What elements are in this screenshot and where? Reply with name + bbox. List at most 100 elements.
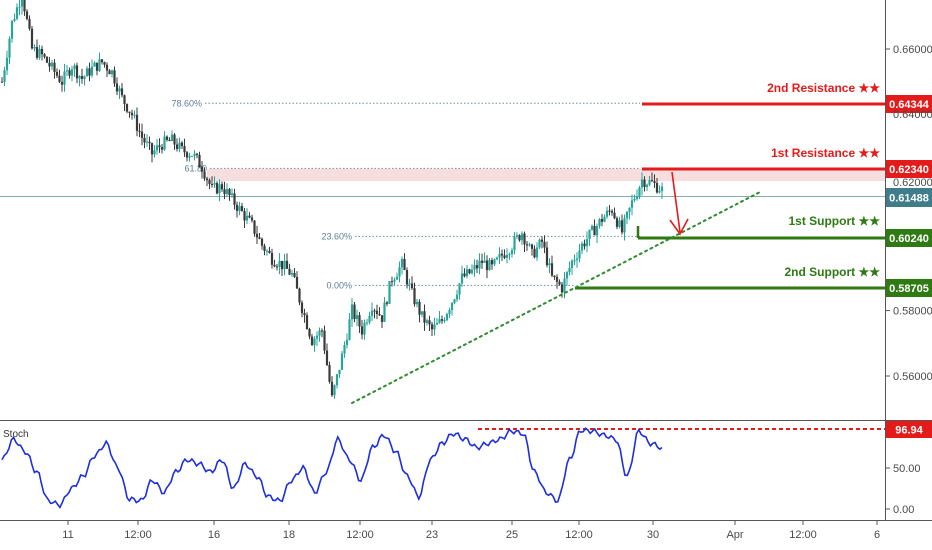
- candle-body: [593, 225, 596, 236]
- candle-body: [643, 179, 646, 188]
- candle-body: [633, 198, 636, 201]
- resistance-price-badge: [886, 160, 932, 178]
- candle-body: [410, 283, 414, 289]
- time-tick-label: 6: [874, 529, 880, 541]
- candle-body: [650, 180, 654, 182]
- candle-body: [190, 155, 194, 157]
- candle-body: [128, 111, 131, 113]
- candle-body: [528, 244, 531, 246]
- candle-body: [498, 253, 501, 258]
- time-tick-label: 30: [647, 529, 659, 541]
- candle-body: [645, 184, 649, 188]
- candle-body: [158, 145, 161, 148]
- candle-body: [120, 88, 124, 96]
- candle-body: [5, 57, 9, 71]
- fibonacci-levels: 78.60% 61.80 23.60% 0.00%: [0, 98, 885, 290]
- candle-body: [480, 260, 484, 263]
- time-tick-label: 11: [62, 529, 73, 541]
- candle-body: [658, 191, 661, 193]
- candle-body: [10, 20, 14, 39]
- candle-body: [245, 215, 249, 221]
- candle-body: [85, 68, 89, 77]
- candle-body: [70, 69, 74, 76]
- candle-body: [253, 220, 256, 234]
- candle-body: [45, 56, 49, 63]
- candle-body: [108, 70, 111, 75]
- candle-body: [518, 235, 521, 241]
- candle-body: [243, 211, 246, 221]
- candle-body: [53, 62, 56, 72]
- candle-body: [100, 59, 104, 63]
- time-tick-label: 12:00: [124, 529, 152, 541]
- candlesticks: [0, 0, 664, 399]
- candle-body: [490, 260, 494, 265]
- candle-body: [338, 369, 341, 375]
- candle-body: [110, 70, 114, 75]
- candle-body: [350, 304, 354, 320]
- arrow-head: [669, 218, 689, 236]
- candle-body: [248, 215, 251, 218]
- candle-body: [553, 275, 556, 278]
- current-price-badge: [886, 188, 932, 207]
- candle-body: [390, 281, 394, 283]
- candle-body: [175, 144, 179, 149]
- candle-body: [423, 311, 426, 323]
- candle-body: [328, 365, 331, 382]
- candle-body: [78, 75, 81, 79]
- candle-body: [365, 322, 369, 324]
- candle-body: [155, 145, 159, 151]
- stoch-title: Stoch: [3, 429, 29, 440]
- candle-body: [605, 210, 609, 217]
- candle-body: [148, 141, 151, 144]
- candle-body: [563, 278, 566, 293]
- candle-body: [210, 183, 214, 185]
- candle-body: [240, 206, 244, 212]
- candle-body: [425, 320, 429, 323]
- candle-body: [510, 250, 514, 255]
- candle-body: [415, 301, 419, 305]
- support-price-badge: [886, 279, 932, 297]
- candle-body: [373, 310, 376, 312]
- candle-body: [230, 193, 234, 196]
- candle-body: [283, 260, 286, 270]
- candle-body: [638, 187, 641, 197]
- candle-body: [330, 381, 334, 396]
- candle-body: [540, 239, 544, 242]
- candle-body: [623, 218, 626, 233]
- candle-body: [460, 273, 464, 284]
- candle-body: [503, 255, 506, 258]
- candle-body: [0, 81, 4, 83]
- candle-body: [260, 238, 264, 246]
- candle-body: [335, 374, 339, 386]
- candle-body: [43, 54, 46, 57]
- time-tick-label: 23: [426, 529, 438, 541]
- candle-body: [375, 310, 379, 315]
- time-tick-label: 12:00: [789, 529, 817, 541]
- candle-body: [278, 260, 281, 267]
- candle-body: [75, 65, 79, 79]
- candle-body: [183, 146, 186, 153]
- support-price-badge: [886, 229, 932, 247]
- stochastic-pane: Stoch 50.00 0.00 96.94: [1, 421, 932, 516]
- candle-body: [318, 330, 321, 336]
- candle-body: [445, 313, 449, 321]
- candle-body: [180, 142, 184, 147]
- candle-body: [193, 153, 196, 156]
- candle-body: [548, 263, 551, 266]
- candle-body: [300, 302, 304, 314]
- candle-body: [455, 294, 459, 300]
- candle-body: [363, 322, 366, 335]
- candle-body: [555, 277, 559, 282]
- candle-body: [68, 70, 71, 76]
- candle-body: [580, 243, 584, 251]
- candle-body: [295, 276, 299, 289]
- candle-body: [255, 233, 259, 238]
- candle-body: [358, 315, 361, 327]
- candle-body: [135, 114, 139, 131]
- candle-body: [610, 211, 614, 213]
- candle-body: [653, 181, 656, 184]
- candle-body: [530, 244, 534, 249]
- candle-body: [165, 136, 169, 140]
- candle-body: [505, 254, 509, 258]
